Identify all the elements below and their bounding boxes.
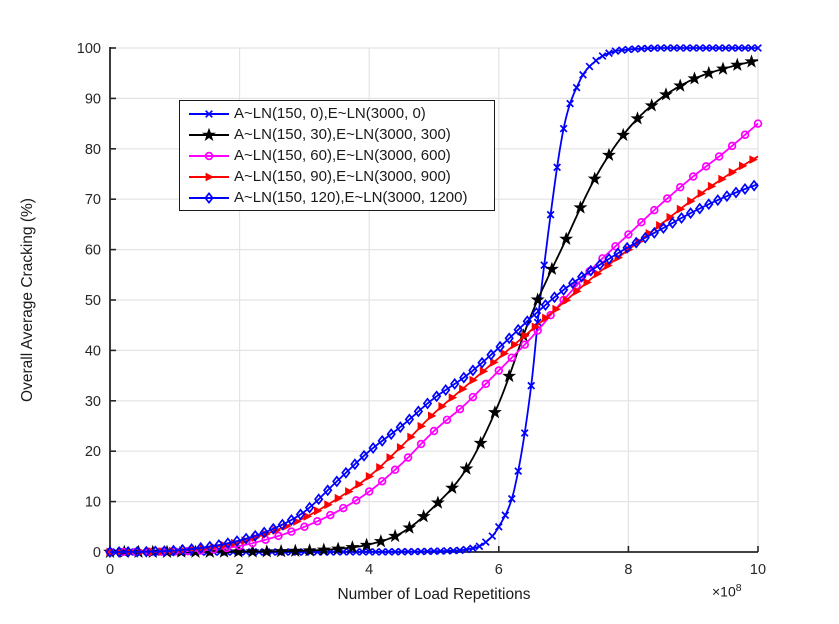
legend-label: A~LN(150, 90),E~LN(3000, 900) <box>234 168 451 185</box>
x-tick-label: 0 <box>106 562 114 578</box>
y-tick-label: 20 <box>85 444 101 460</box>
y-tick-label: 10 <box>85 495 101 511</box>
y-axis-label: Overall Average Cracking (%) <box>19 198 36 402</box>
x-tick-label: 4 <box>365 562 373 578</box>
series-4-markers <box>106 155 758 557</box>
y-tick-label: 100 <box>77 41 101 57</box>
y-tick-label: 60 <box>85 243 101 259</box>
y-tick-label: 0 <box>93 545 101 561</box>
y-tick-label: 50 <box>85 293 101 309</box>
legend-item: A~LN(150, 30),E~LN(3000, 300) <box>187 125 494 145</box>
legend-item: A~LN(150, 60),E~LN(3000, 600) <box>187 146 494 166</box>
legend-label: A~LN(150, 120),E~LN(3000, 1200) <box>234 189 468 206</box>
series-4-line <box>110 155 759 553</box>
y-tick-label: 70 <box>85 192 101 208</box>
legend-marker-sample <box>189 191 229 204</box>
x-tick-label: 8 <box>624 562 632 578</box>
legend-marker-sample <box>189 127 229 141</box>
series-5-markers <box>105 179 759 558</box>
legend-item: A~LN(150, 120),E~LN(3000, 1200) <box>187 188 494 208</box>
y-tick-label: 40 <box>85 343 101 359</box>
legend-label: A~LN(150, 60),E~LN(3000, 600) <box>234 147 451 164</box>
y-tick-label: 80 <box>85 142 101 158</box>
legend-item: A~LN(150, 0),E~LN(3000, 0) <box>187 104 494 124</box>
axis-exponent-base: ×10 <box>712 583 736 600</box>
series-5-line <box>110 183 759 553</box>
legend-box: A~LN(150, 0),E~LN(3000, 0) A~LN(150, 30),… <box>179 100 495 211</box>
legend-label: A~LN(150, 30),E~LN(3000, 300) <box>234 126 451 143</box>
axis-exponent-label: ×108 <box>712 582 742 600</box>
legend-label: A~LN(150, 0),E~LN(3000, 0) <box>234 105 426 122</box>
axis-exponent-power: 8 <box>735 582 742 594</box>
x-tick-label: 10 <box>750 562 766 578</box>
legend-marker-sample <box>189 151 229 160</box>
legend-marker-sample <box>189 172 229 181</box>
y-tick-label: 90 <box>85 91 101 107</box>
x-axis-label: Number of Load Repetitions <box>337 586 531 603</box>
legend-item: A~LN(150, 90),E~LN(3000, 900) <box>187 167 494 187</box>
x-tick-label: 2 <box>236 562 244 578</box>
legend-marker-sample <box>189 109 229 118</box>
y-tick-label: 30 <box>85 394 101 410</box>
x-tick-label: 6 <box>495 562 503 578</box>
